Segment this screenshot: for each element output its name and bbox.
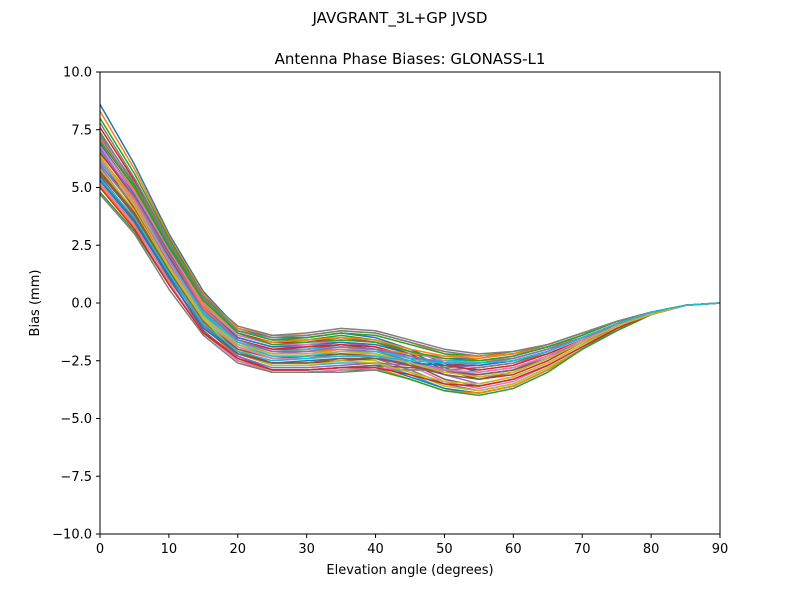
- x-tick-label: 10: [161, 542, 178, 557]
- x-tick-label: 60: [505, 542, 522, 557]
- series-line-ch40: [99, 177, 721, 364]
- series-layer: [99, 103, 721, 397]
- y-tick-label: −7.5: [60, 470, 92, 485]
- x-tick-label: 30: [298, 542, 315, 557]
- y-tick-label: −10.0: [52, 528, 92, 543]
- y-tick-label: 5.0: [71, 181, 92, 196]
- y-tick-label: 10.0: [63, 66, 92, 81]
- y-axis-label: Bias (mm): [28, 270, 43, 337]
- series-line-ch39: [99, 154, 721, 378]
- figure-suptitle: JAVGRANT_3L+GP JVSD: [312, 9, 488, 27]
- x-tick-label: 40: [367, 542, 384, 557]
- y-tick-label: 2.5: [71, 239, 92, 254]
- x-tick-label: 20: [230, 542, 247, 557]
- series-line-ch34: [99, 187, 721, 387]
- x-tick-label: 90: [712, 542, 729, 557]
- x-tick-label: 0: [96, 542, 104, 557]
- y-tick-label: 7.5: [71, 123, 92, 138]
- x-tick-label: 50: [436, 542, 453, 557]
- x-tick-label: 70: [574, 542, 591, 557]
- y-axis: 10.0 7.5 5.0 2.5 0.0 −2.5 −5.0 −7.5 −10.0: [52, 66, 100, 543]
- y-tick-label: 0.0: [71, 297, 92, 312]
- y-tick-label: −2.5: [60, 354, 92, 369]
- x-axis: 0 10 20 30 40 50 60 70 80 90: [96, 534, 728, 557]
- y-tick-label: −5.0: [60, 412, 92, 427]
- x-tick-label: 80: [643, 542, 660, 557]
- x-axis-label: Elevation angle (degrees): [326, 563, 493, 578]
- series-line-ch38: [99, 133, 721, 355]
- chart-title: Antenna Phase Biases: GLONASS-L1: [275, 50, 546, 68]
